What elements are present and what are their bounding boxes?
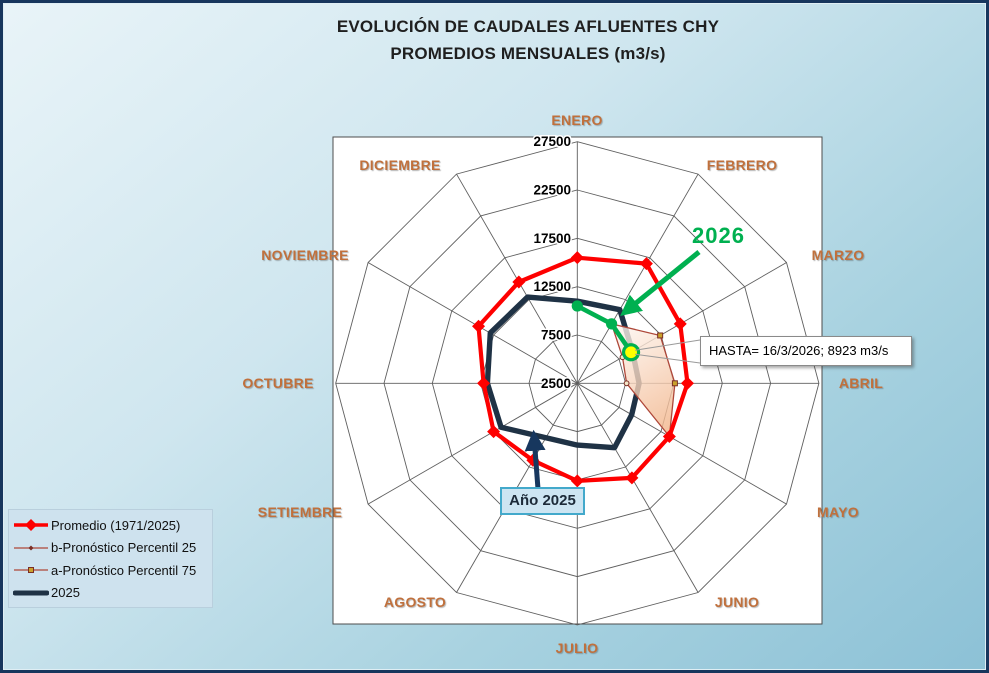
legend-marker-percentil75-icon bbox=[14, 567, 48, 574]
chart-title-line1: EVOLUCIÓN DE CAUDALES AFLUENTES CHY bbox=[336, 17, 720, 36]
arrow-ano-2025 bbox=[524, 429, 546, 490]
legend-marker-2025-icon bbox=[13, 590, 49, 596]
series-2026 bbox=[571, 300, 641, 362]
legend: Promedio (1971/2025) b-Pronóstico Percen… bbox=[8, 509, 213, 608]
arrow-2026 bbox=[620, 250, 701, 316]
legend-label-percentil75: a-Pronóstico Percentil 75 bbox=[51, 562, 197, 578]
svg-text:22500: 22500 bbox=[533, 183, 571, 198]
month-label-mayo: MAYO bbox=[817, 504, 859, 520]
month-label-junio: JUNIO bbox=[714, 594, 760, 610]
svg-text:27500: 27500 bbox=[533, 134, 571, 149]
month-label-noviembre: NOVIEMBRE bbox=[261, 247, 349, 263]
month-label-julio: JULIO bbox=[555, 640, 599, 656]
hasta-data-point bbox=[621, 343, 641, 362]
legend-marker-percentil25-icon bbox=[14, 545, 48, 551]
svg-text:17500: 17500 bbox=[533, 231, 571, 246]
svg-text:7500: 7500 bbox=[541, 327, 571, 342]
axis-tick-labels: 2500 7500 12500 17500 22500 27500 bbox=[532, 133, 573, 393]
legend-marker-promedio-icon bbox=[14, 519, 48, 531]
hasta-leader-line-top bbox=[634, 339, 701, 351]
legend-label-percentil25: b-Pronóstico Percentil 25 bbox=[51, 540, 197, 556]
legend-item-promedio: Promedio (1971/2025) bbox=[13, 515, 208, 535]
month-label-marzo: MARZO bbox=[811, 247, 865, 263]
legend-item-percentil25: b-Pronóstico Percentil 25 bbox=[13, 538, 208, 558]
hasta-leader-line-bottom bbox=[634, 353, 701, 364]
month-label-febrero: FEBRERO bbox=[706, 157, 778, 173]
month-label-octubre: OCTUBRE bbox=[242, 375, 314, 391]
series-promedio bbox=[472, 251, 694, 488]
svg-text:12500: 12500 bbox=[533, 279, 571, 294]
chart-title-line2: PROMEDIOS MENSUALES (m3/s) bbox=[390, 44, 666, 63]
label-2026: 2026 bbox=[692, 223, 745, 248]
legend-label-2025: 2025 bbox=[51, 585, 80, 601]
month-label-diciembre: DICIEMBRE bbox=[359, 157, 441, 173]
svg-text:2500: 2500 bbox=[541, 376, 571, 391]
month-label-agosto: AGOSTO bbox=[383, 594, 447, 610]
month-label-setiembre: SETIEMBRE bbox=[257, 504, 343, 520]
legend-item-2025: 2025 bbox=[13, 583, 208, 603]
callout-hasta: HASTA= 16/3/2026; 8923 m3/s bbox=[700, 336, 912, 366]
month-label-enero: ENERO bbox=[551, 112, 603, 128]
month-label-abril: ABRIL bbox=[838, 375, 884, 391]
chart-title: EVOLUCIÓN DE CAUDALES AFLUENTES CHY PROM… bbox=[68, 13, 988, 67]
callout-ano-2025: Año 2025 bbox=[500, 487, 585, 515]
legend-label-promedio: Promedio (1971/2025) bbox=[51, 517, 181, 533]
legend-item-percentil75: a-Pronóstico Percentil 75 bbox=[13, 560, 208, 580]
